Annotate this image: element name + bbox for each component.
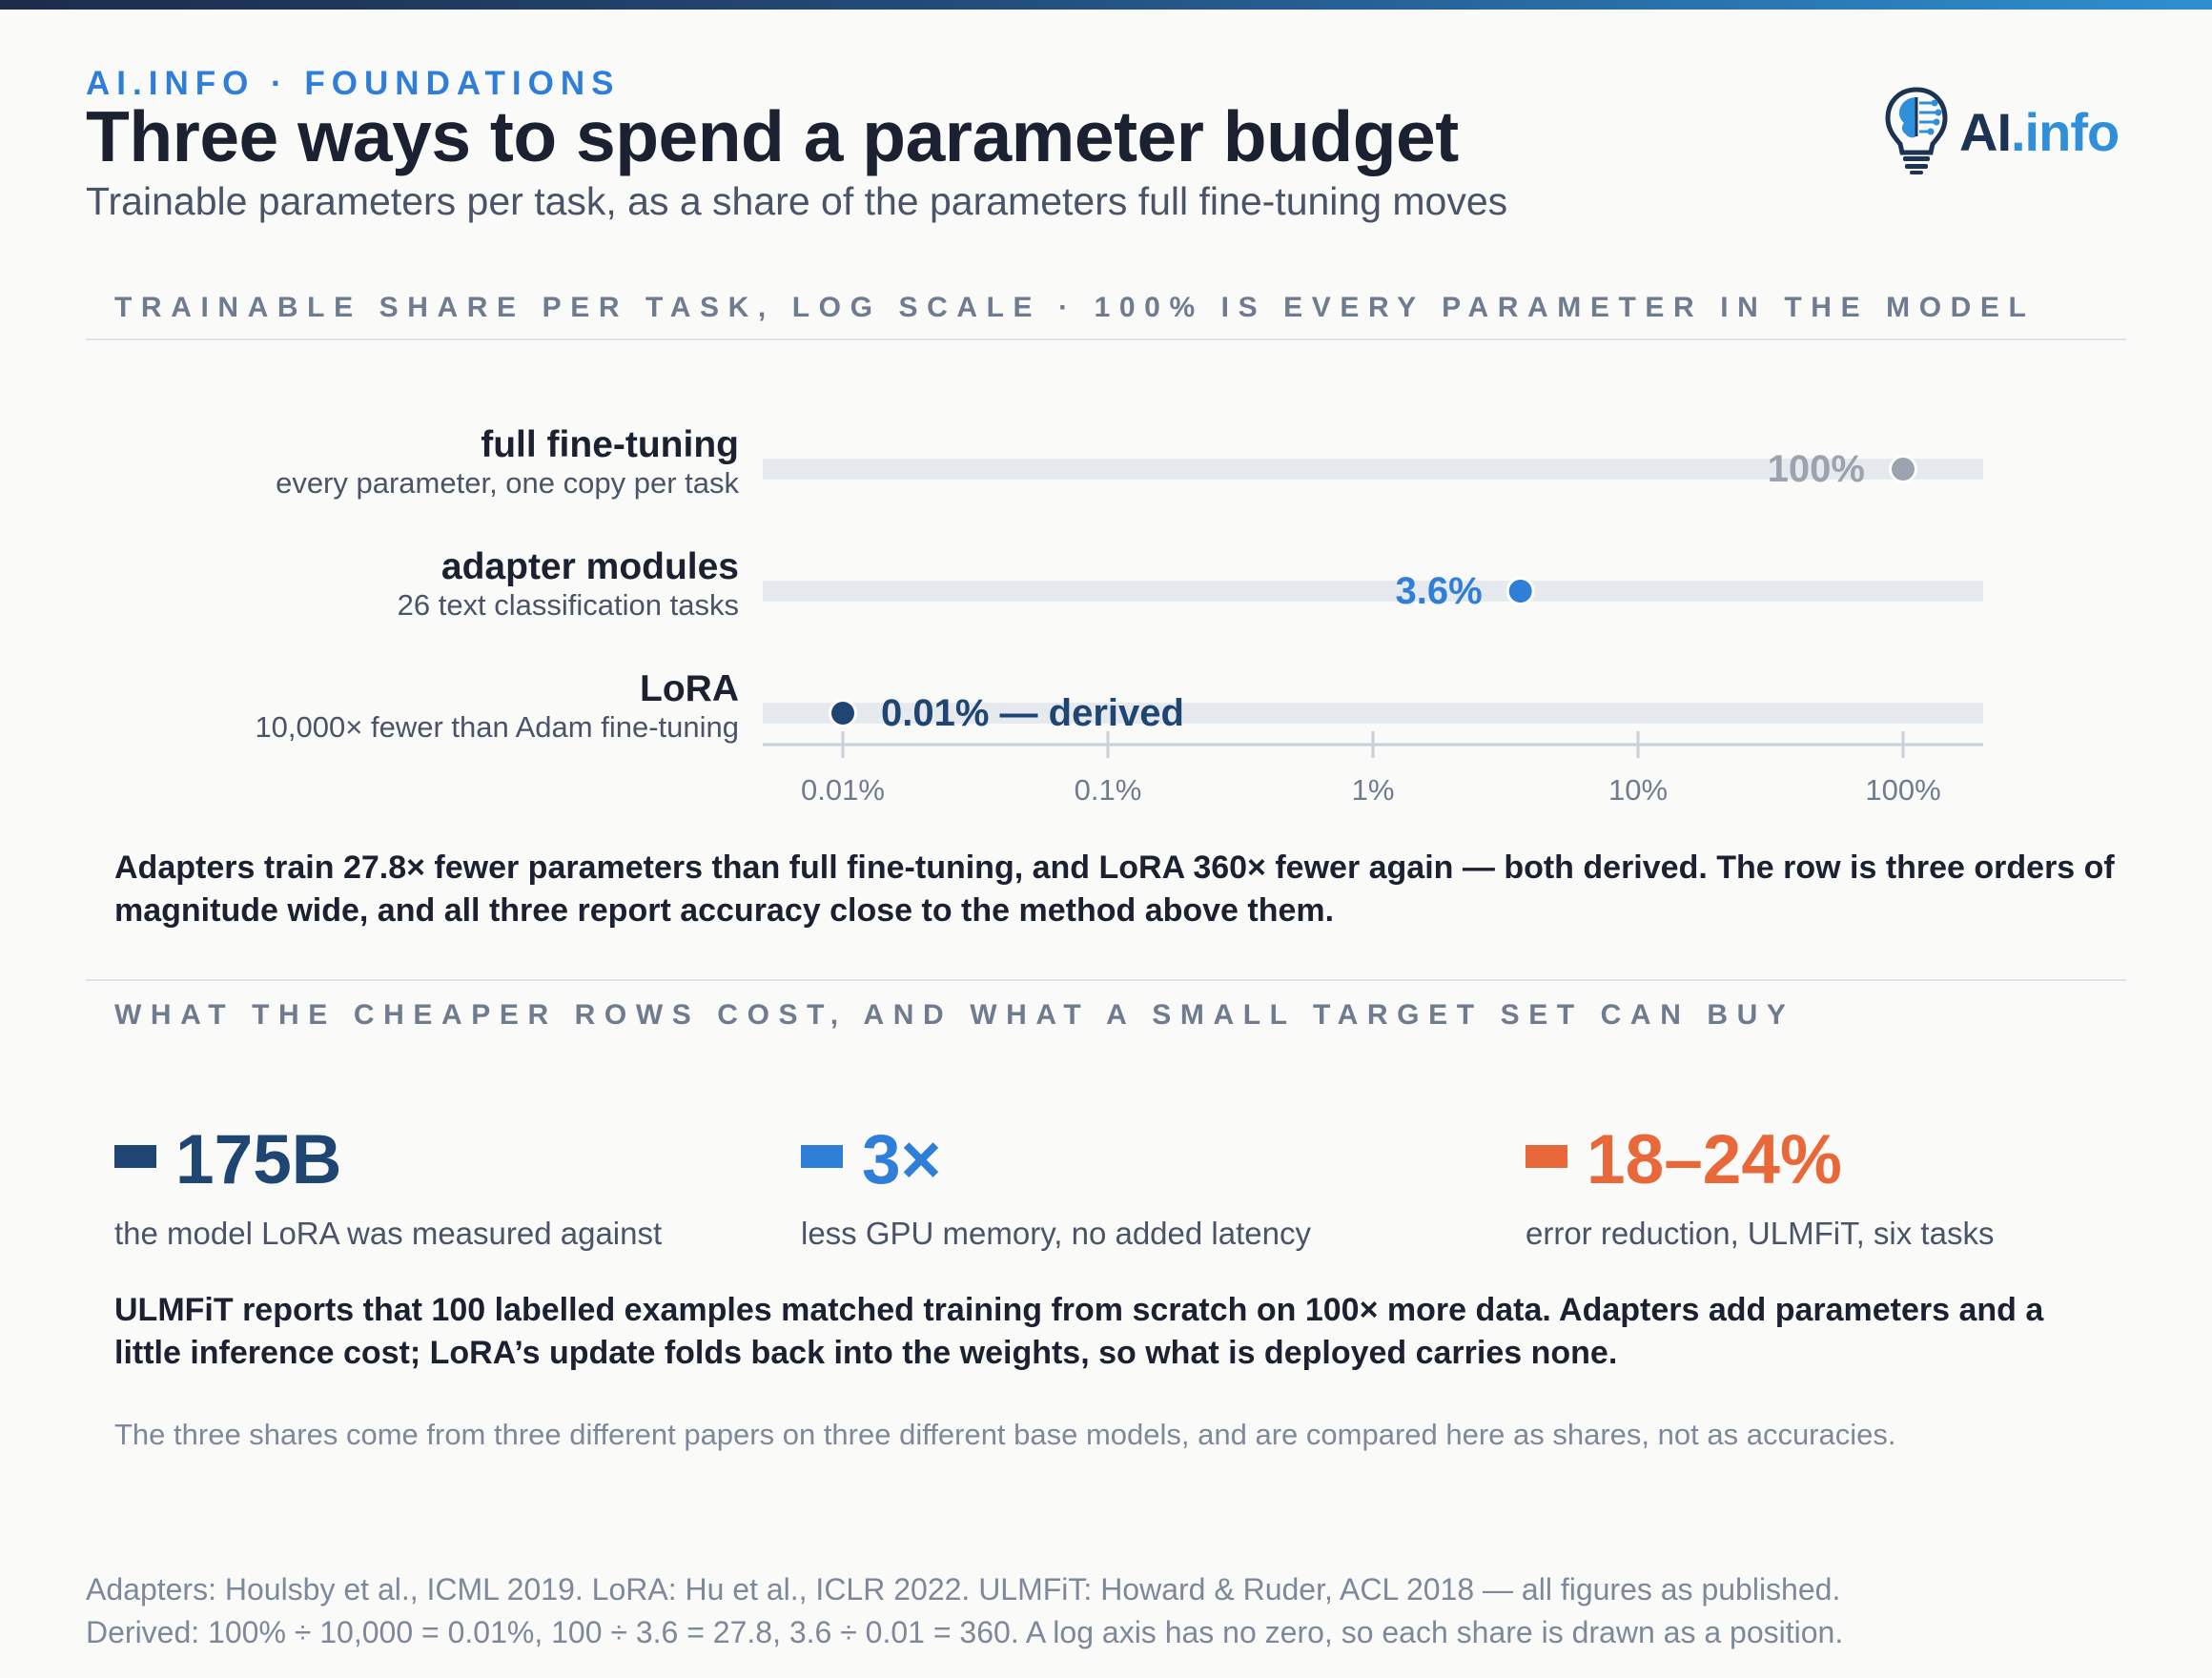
page-subtitle: Trainable parameters per task, as a shar… <box>86 179 1508 223</box>
x-tick-label: 0.1% <box>1075 773 1142 807</box>
source-line: Derived: 100% ÷ 10,000 = 0.01%, 100 ÷ 3.… <box>86 1615 1844 1649</box>
data-point <box>1892 458 1915 481</box>
row-subtitle: every parameter, one copy per task <box>276 466 739 500</box>
x-tick-label: 10% <box>1608 773 1668 807</box>
kicker: AI.INFO · FOUNDATIONS <box>86 65 621 102</box>
stat-label: the model LoRA was measured against <box>114 1216 663 1251</box>
row-name: adapter modules <box>440 546 739 587</box>
logo-info-text: .info <box>2011 102 2120 162</box>
stat-swatch <box>114 1145 156 1168</box>
row-label-full-fine-tuning: full fine-tuning every parameter, one co… <box>276 424 739 501</box>
stat-swatch <box>1526 1145 1567 1168</box>
data-label: 100% <box>1768 448 1865 490</box>
stat-value: 18–24% <box>1587 1121 1842 1198</box>
stat-label: error reduction, ULMFiT, six tasks <box>1526 1216 1995 1251</box>
data-label: 0.01% — derived <box>881 692 1184 734</box>
stat-swatch <box>801 1145 843 1168</box>
track-bar <box>763 459 1983 480</box>
stat-value: 3× <box>862 1121 942 1198</box>
top-accent-bar <box>0 0 2212 10</box>
divider <box>86 338 2126 340</box>
row-label-adapter-modules: adapter modules 26 text classification t… <box>398 546 739 623</box>
lightbulb-brain-icon <box>1885 87 1948 174</box>
row-subtitle: 10,000× fewer than Adam fine-tuning <box>255 710 739 744</box>
caveat-note: The three shares come from three differe… <box>114 1418 1896 1451</box>
row-name: full fine-tuning <box>481 424 739 465</box>
section-heading-chart: TRAINABLE SHARE PER TASK, LOG SCALE · 10… <box>114 292 2036 323</box>
data-label: 3.6% <box>1395 570 1482 612</box>
data-point <box>831 702 854 725</box>
source-line: Adapters: Houlsby et al., ICML 2019. LoR… <box>86 1572 1841 1606</box>
track-bar <box>763 703 1983 724</box>
share-chart: 0.01% 0.1% 1% 10% 100% 100% 3.6% 0.01% — derive… <box>763 448 1983 807</box>
track-bar <box>763 581 1983 602</box>
row-name: LoRA <box>640 668 739 709</box>
body-paragraph: ULMFiT reports that 100 labelled example… <box>114 1292 2044 1371</box>
row-label-lora: LoRA 10,000× fewer than Adam fine-tuning <box>255 668 739 745</box>
sources: Adapters: Houlsby et al., ICML 2019. LoR… <box>86 1568 1843 1654</box>
row-subtitle: 26 text classification tasks <box>397 588 739 622</box>
section-heading-costs: WHAT THE CHEAPER ROWS COST, AND WHAT A S… <box>114 999 1795 1031</box>
stat-label: less GPU memory, no added latency <box>801 1216 1311 1251</box>
x-tick-label: 1% <box>1352 773 1395 807</box>
page-title: Three ways to spend a parameter budget <box>86 96 1459 176</box>
x-tick-label: 0.01% <box>801 773 885 807</box>
chart-takeaway: Adapters train 27.8× fewer parameters th… <box>114 849 2115 929</box>
logo-wordmark: AI.info <box>1959 101 2120 163</box>
logo: AI.info <box>1883 84 2131 175</box>
divider <box>86 979 2126 981</box>
stat-value: 175B <box>175 1121 342 1198</box>
data-point <box>1508 580 1532 603</box>
logo-ai-text: AI <box>1959 102 2012 162</box>
x-tick-label: 100% <box>1865 773 1940 807</box>
